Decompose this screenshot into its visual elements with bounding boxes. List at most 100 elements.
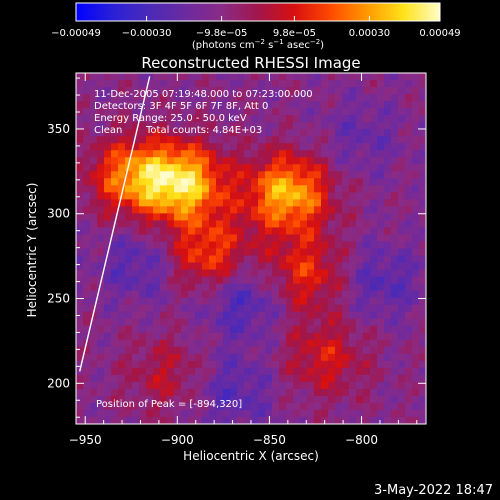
heatmap-cell [398,304,406,313]
heatmap-cell [286,339,294,348]
heatmap-cell [132,381,140,390]
heatmap-cell [286,353,294,362]
heatmap-cell [342,353,350,362]
heatmap-cell [391,297,399,306]
heatmap-cell [258,367,266,376]
heatmap-cell [398,269,406,278]
heatmap-cell [293,150,301,158]
heatmap-cell [97,108,105,116]
heatmap-cell [83,297,91,306]
heatmap-cell [377,164,385,172]
heatmap-cell [97,360,105,369]
heatmap-cell [384,87,392,95]
heatmap-cell [209,178,217,186]
heatmap-cell [265,402,273,411]
heatmap-cell [349,297,357,306]
heatmap-cell [202,136,210,144]
heatmap-cell [356,115,364,123]
heatmap-cell [188,255,196,264]
heatmap-cell [174,241,182,250]
heatmap-cell [118,94,126,102]
heatmap-cell [279,276,287,285]
heatmap-cell [349,318,357,327]
heatmap-cell [125,234,133,243]
heatmap-cell [265,374,273,383]
heatmap-cell [272,94,280,102]
heatmap-cell [419,101,426,109]
heatmap-cell [223,178,231,186]
heatmap-cell [419,150,426,158]
heatmap-cell [272,353,280,362]
heatmap-cell [384,388,392,397]
heatmap-cell [132,164,140,172]
heatmap-cell [314,318,322,327]
heatmap-cell [279,283,287,292]
heatmap-cell [412,80,420,88]
heatmap-cell [384,220,392,229]
heatmap-cell [335,332,343,341]
heatmap-cell [300,395,308,404]
heatmap-cell [104,164,112,172]
heatmap-cell [209,395,217,404]
heatmap-cell [181,199,189,207]
heatmap-cell [244,367,252,376]
heatmap-cell [244,353,252,362]
heatmap-cell [188,311,196,320]
heatmap-cell [97,297,105,306]
heatmap-cell [181,304,189,313]
heatmap-cell [104,129,112,137]
heatmap-cell [293,416,301,424]
heatmap-cell [111,395,119,404]
heatmap-cell [272,367,280,376]
heatmap-cell [125,367,133,376]
heatmap-cell [314,283,322,292]
heatmap-cell [174,409,182,418]
heatmap-cell [181,73,189,81]
heatmap-cell [174,129,182,137]
heatmap-cell [258,136,266,144]
heatmap-cell [412,381,420,390]
heatmap-cell [328,248,336,257]
heatmap-cell [286,269,294,278]
heatmap-cell [251,346,259,355]
heatmap-cell [342,241,350,250]
heatmap-cell [181,171,189,179]
heatmap-cell [230,185,238,193]
heatmap-cell [216,346,224,355]
heatmap-cell [363,164,371,172]
heatmap-cell [314,248,322,257]
heatmap-cell [216,395,224,404]
heatmap-cell [125,353,133,362]
heatmap-cell [76,143,84,151]
heatmap-cell [349,157,357,165]
heatmap-cell [377,339,385,348]
heatmap-cell [293,388,301,397]
heatmap-cell [118,87,126,95]
heatmap-cell [335,129,343,137]
heatmap-cell [188,171,196,179]
heatmap-cell [97,157,105,165]
heatmap-cell [363,87,371,95]
heatmap-cell [377,409,385,418]
heatmap-cell [349,164,357,172]
heatmap-cell [209,311,217,320]
heatmap-cell [125,213,133,222]
heatmap-cell [300,311,308,320]
heatmap-cell [314,94,322,102]
heatmap-cell [335,297,343,306]
heatmap-cell [97,255,105,264]
heatmap-cell [391,108,399,116]
heatmap-cell [153,143,161,151]
heatmap-cell [111,164,119,172]
heatmap-cell [370,381,378,390]
heatmap-cell [153,409,161,418]
heatmap-cell [111,241,119,250]
heatmap-cell [202,115,210,123]
heatmap-cell [167,164,175,172]
heatmap-cell [412,241,420,250]
heatmap-cell [391,234,399,243]
heatmap-cell [230,388,238,397]
heatmap-cell [258,220,266,229]
heatmap-cell [398,115,406,123]
heatmap-cell [90,416,98,424]
